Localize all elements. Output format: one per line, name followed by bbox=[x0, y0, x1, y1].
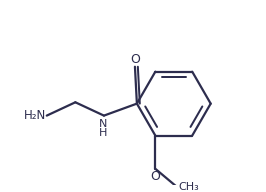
Text: N
H: N H bbox=[99, 118, 107, 138]
Text: CH₃: CH₃ bbox=[178, 182, 199, 192]
Text: O: O bbox=[130, 53, 140, 66]
Text: O: O bbox=[150, 170, 160, 183]
Text: H₂N: H₂N bbox=[23, 109, 46, 122]
